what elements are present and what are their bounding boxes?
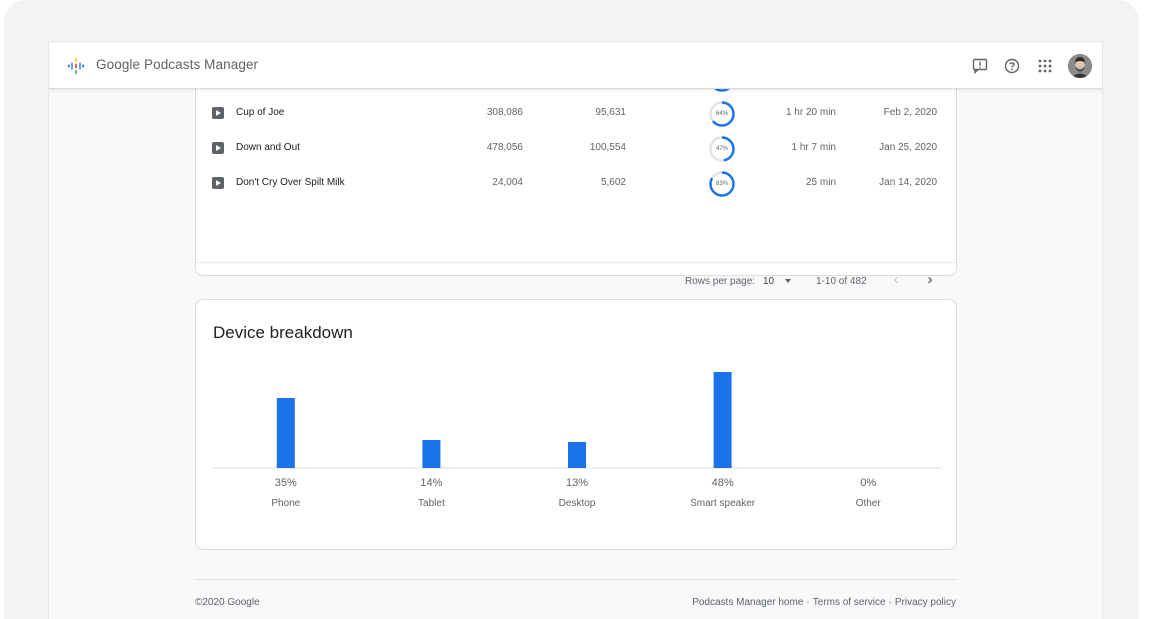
completion-ring: 64% <box>708 100 736 128</box>
episode-date: Feb 2, 2020 <box>883 107 937 118</box>
chart-category-label: Desktop <box>559 498 596 509</box>
copyright: ©2020 Google <box>195 597 260 608</box>
help-icon[interactable] <box>1000 54 1024 78</box>
episode-title[interactable]: Cup of Joe <box>236 107 285 118</box>
footer-link-terms[interactable]: Terms of service <box>812 597 886 608</box>
play-icon[interactable] <box>212 142 224 154</box>
table-row[interactable]: Down and Out 478,056 100,554 47% 1 hr 7 min J… <box>196 132 956 167</box>
footer-link-home[interactable]: Podcasts Manager home <box>692 597 804 608</box>
footer-separator: · <box>888 597 892 608</box>
feedback-icon[interactable] <box>968 54 992 78</box>
table-pagination: Rows per page: 10 1-10 of 482 ‹ › <box>196 262 956 297</box>
account-avatar[interactable] <box>1068 54 1092 78</box>
chart-bar[interactable] <box>276 398 295 468</box>
chart-bar[interactable] <box>568 442 586 468</box>
chart-bar[interactable] <box>422 440 441 468</box>
episode-duration: 1 hr 20 min <box>785 107 836 118</box>
completion-ring: 47% <box>708 135 736 163</box>
completion-ring-fill <box>709 101 735 127</box>
chart-category-label: Other <box>856 498 882 509</box>
episode-date: Jan 25, 2020 <box>879 142 937 153</box>
episode-downloads: 478,056 <box>486 142 523 153</box>
footer-divider <box>195 579 957 580</box>
rows-per-page-select[interactable]: 10 <box>763 276 775 287</box>
app-window: Google Podcasts Manager Right Off the Ba… <box>48 41 1103 619</box>
chart-category-label: Smart speaker <box>690 498 756 509</box>
play-icon[interactable] <box>212 177 224 189</box>
table-row[interactable]: Cup of Joe 308,086 95,631 64% 1 hr 20 min Feb… <box>196 97 956 132</box>
podcasts-logo-icon <box>68 58 84 74</box>
completion-percent: 83% <box>715 181 728 187</box>
completion-percent: 64% <box>715 111 728 117</box>
next-page-icon[interactable]: › <box>927 271 933 288</box>
chart-value-label: 0% <box>860 477 876 489</box>
pagination-range: 1-10 of 482 <box>816 276 867 287</box>
apps-grid-icon[interactable] <box>1033 54 1057 78</box>
footer-link-privacy[interactable]: Privacy policy <box>894 597 956 608</box>
episodes-table-card: Right Off the Bat1,168,649631,53275%1 hr… <box>195 62 957 288</box>
app-title: Google Podcasts Manager <box>96 57 259 72</box>
device-breakdown-chart: 35% Phone 14% Tablet 13% Desktop 48% Smart spea… <box>213 372 941 509</box>
chart-value-label: 35% <box>275 477 297 489</box>
chart-value-label: 48% <box>712 477 734 489</box>
chart-value-label: 14% <box>420 477 442 489</box>
episode-duration: 25 min <box>805 177 836 188</box>
episode-listens: 100,554 <box>589 142 626 153</box>
episode-listens: 5,602 <box>600 177 626 188</box>
play-icon[interactable] <box>212 107 224 119</box>
table-row[interactable]: Don't Cry Over Spilt Milk 24,004 5,602 83% 2… <box>196 167 956 202</box>
completion-percent: 47% <box>715 146 728 152</box>
episode-duration: 1 hr 7 min <box>791 142 836 153</box>
episode-title[interactable]: Don't Cry Over Spilt Milk <box>236 177 345 188</box>
chart-value-label: 13% <box>566 477 588 489</box>
footer-links: Podcasts Manager home · Terms of service · P… <box>692 597 956 608</box>
dropdown-arrow-icon[interactable] <box>785 279 791 283</box>
episode-downloads: 24,004 <box>492 177 523 188</box>
episode-downloads: 308,086 <box>486 107 523 118</box>
previous-page-icon[interactable]: ‹ <box>893 271 899 288</box>
completion-ring: 83% <box>708 170 736 198</box>
top-app-bar: Google Podcasts Manager <box>49 42 1102 89</box>
rows-per-page-label: Rows per page: <box>685 276 756 287</box>
episode-title[interactable]: Down and Out <box>236 142 300 153</box>
chart-category-label: Tablet <box>418 498 445 509</box>
device-breakdown-card: Device breakdown 35% Phone 14% Tablet 13% Des… <box>195 299 957 550</box>
chart-title: Device breakdown <box>213 323 353 342</box>
episode-listens: 95,631 <box>595 107 626 118</box>
device-frame: Google Podcasts Manager Right Off the Ba… <box>4 0 1139 619</box>
chart-category-label: Phone <box>271 498 300 509</box>
completion-ring-fill <box>709 171 735 197</box>
footer-separator: · <box>806 597 810 608</box>
episode-date: Jan 14, 2020 <box>879 177 937 188</box>
chart-bar[interactable] <box>713 372 732 468</box>
completion-ring-fill <box>709 136 735 162</box>
